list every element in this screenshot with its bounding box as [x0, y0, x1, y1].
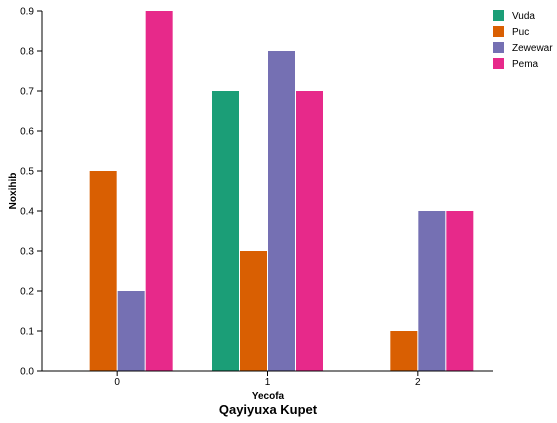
x-tick-label: 1	[265, 377, 271, 388]
x-axis: 0 1 2	[42, 370, 493, 388]
bars-layer	[89, 11, 474, 371]
y-tick-label: 0.4	[20, 207, 34, 218]
y-tick-label: 0.3	[20, 247, 34, 258]
bar-puc-2	[390, 331, 418, 371]
y-tick-label: 0.9	[20, 7, 34, 18]
y-tick-label: 0.0	[20, 367, 34, 378]
legend-swatch-puc	[493, 26, 504, 37]
legend-label-puc: Puc	[512, 27, 529, 38]
bar-vuda-1	[212, 91, 239, 371]
x-tick-label: 2	[415, 377, 421, 388]
bar-puc-0	[89, 171, 117, 371]
bar-pema-2	[446, 211, 474, 371]
bar-zewewar-0	[117, 291, 145, 371]
x-axis-title: Yecofa	[252, 391, 285, 402]
y-axis: 0.0 0.1 0.2 0.3 0.4 0.5 0.6 0.7 0.8 0.9	[20, 7, 43, 378]
y-tick-label: 0.8	[20, 47, 34, 58]
bar-zewewar-1	[268, 51, 295, 371]
y-tick-label: 0.6	[20, 127, 34, 138]
bar-puc-1	[240, 251, 267, 371]
legend-label-pema: Pema	[512, 59, 539, 70]
legend-label-zewewar: Zewewar	[512, 43, 553, 54]
bar-pema-1	[296, 91, 323, 371]
y-tick-label: 0.2	[20, 287, 34, 298]
legend: Vuda Puc Zewewar Pema	[493, 10, 553, 70]
y-tick-label: 0.1	[20, 327, 34, 338]
legend-swatch-vuda	[493, 10, 504, 21]
bar-zewewar-2	[418, 211, 446, 371]
x-tick-label: 0	[114, 377, 120, 388]
legend-label-vuda: Vuda	[512, 11, 535, 22]
y-axis-title: Noxihib	[8, 173, 19, 210]
legend-swatch-zewewar	[493, 42, 504, 53]
legend-swatch-pema	[493, 58, 504, 69]
bar-pema-0	[145, 11, 173, 371]
y-tick-label: 0.5	[20, 167, 34, 178]
chart-title: Qayiyuxa Kupet	[219, 402, 318, 417]
y-tick-label: 0.7	[20, 87, 34, 98]
